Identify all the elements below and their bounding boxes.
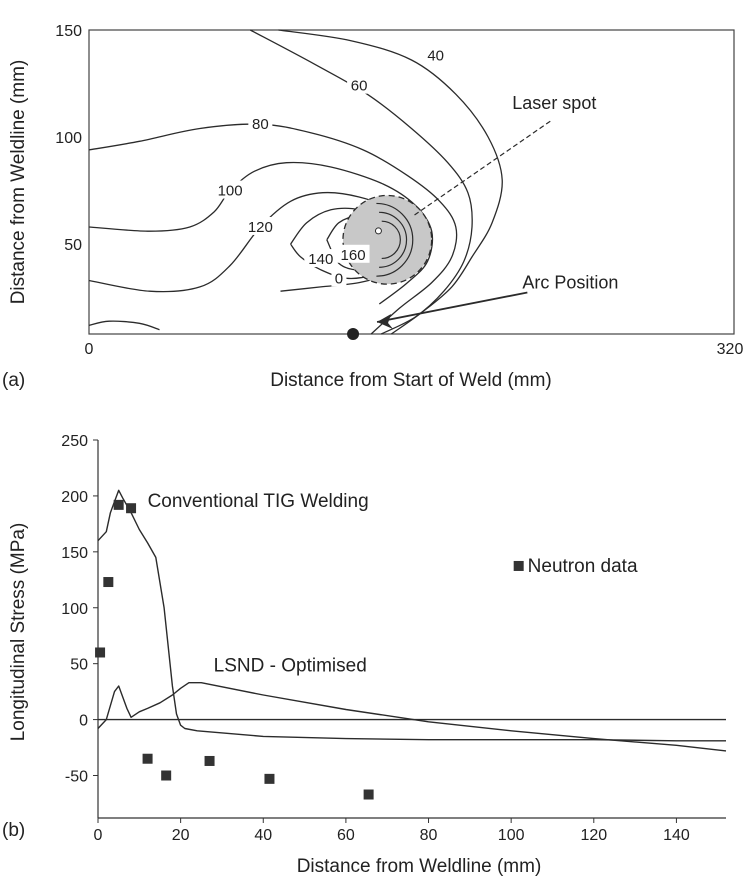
panel-a-x-tick-label: 320 xyxy=(717,341,744,358)
panel-b-x-tick-label: 40 xyxy=(254,827,272,844)
series-label: Neutron data xyxy=(528,556,638,577)
neutron-data-point xyxy=(264,773,275,784)
panel-a-annotations: Laser spot Arc Position xyxy=(347,93,618,340)
contour-label: 60 xyxy=(351,78,368,95)
panel-a-y-tick-label: 50 xyxy=(64,237,82,254)
panel-b-x-tick-label: 0 xyxy=(94,827,103,844)
series-label: LSND - Optimised xyxy=(214,655,367,676)
lsnd-optimised-line xyxy=(97,682,727,752)
panel-b-x-tick-label: 120 xyxy=(580,827,607,844)
arc-position-arrowhead xyxy=(377,314,394,329)
neutron-data-point xyxy=(142,753,153,764)
contour-80 xyxy=(88,123,458,335)
panel-b-x-tick-label: 20 xyxy=(172,827,190,844)
contour-label: 80 xyxy=(252,116,269,133)
panel-b-series-lines xyxy=(97,489,727,752)
neutron-data-point xyxy=(126,503,137,514)
panel-a-ticks: 150 100 50 0 320 xyxy=(55,23,743,358)
arc-position-marker xyxy=(347,328,360,340)
panel-b-y-tick-label: -50 xyxy=(65,769,88,786)
panel-a-x-axis-label: Distance from Start of Weld (mm) xyxy=(270,370,552,391)
arc-position-annotation: Arc Position xyxy=(522,272,618,292)
panel-b-series-labels: Conventional TIG Welding LSND - Optimised… xyxy=(148,491,638,676)
laser-spot-arc xyxy=(381,220,401,260)
contour-label-bg xyxy=(331,268,347,287)
panel-a-contours xyxy=(88,29,503,335)
contour-label: 100 xyxy=(218,183,243,200)
panel-a-label: (a) xyxy=(2,370,25,391)
contour-120 xyxy=(88,191,414,293)
panel-b-x-tick-label: 60 xyxy=(337,827,355,844)
contour-label-bg xyxy=(243,216,277,235)
panel-a-contour-labels: 40 60 80 100 120 140 160 0 xyxy=(213,45,448,287)
laser-spot xyxy=(342,194,433,285)
panel-b-y-axis-label: Longitudinal Stress (MPa) xyxy=(8,523,29,742)
panel-b-y-tick-label: 250 xyxy=(61,433,88,450)
panel-b-x-axis-label: Distance from Weldline (mm) xyxy=(297,856,542,877)
contour-40 xyxy=(278,29,503,335)
contour-baseline-loop xyxy=(88,320,160,331)
panel-b-neutron-points xyxy=(95,499,374,800)
contour-label-bg xyxy=(304,249,338,268)
panel-b-y-tick-label: 200 xyxy=(61,489,88,506)
laser-spot-arc xyxy=(379,211,408,268)
contour-label: 140 xyxy=(308,251,333,268)
panel-a-contour-plot: 40 60 80 100 120 140 160 0 150 100 50 0 320 Laser s… xyxy=(2,23,743,391)
contour-label-bg xyxy=(423,45,448,64)
neutron-data-point xyxy=(95,647,106,658)
neutron-data-point xyxy=(113,499,124,510)
neutron-data-point xyxy=(103,577,114,588)
contour-label-bg xyxy=(347,75,372,94)
panel-b-y-tick-label: 100 xyxy=(61,601,88,618)
contour-label-bg xyxy=(213,180,247,199)
neutron-data-point xyxy=(204,755,215,766)
panel-b-y-tick-label: 150 xyxy=(61,545,88,562)
laser-spot-annotation: Laser spot xyxy=(512,93,596,113)
panel-b-ticks: -50 0 50 100 150 200 250 0 20 40 60 80 100 120 140 xyxy=(61,433,690,844)
panel-b-y-tick-label: 50 xyxy=(70,657,88,674)
contour-label: 0 xyxy=(335,270,343,287)
panel-b-x-tick-label: 100 xyxy=(498,827,525,844)
panel-a-y-axis-label: Distance from Weldline (mm) xyxy=(8,60,29,305)
contour-label: 40 xyxy=(427,48,444,65)
contour-label: 120 xyxy=(248,219,273,236)
laser-spot-leader xyxy=(413,120,551,216)
neutron-data-point xyxy=(161,770,172,781)
neutron-data-point xyxy=(363,789,374,800)
panel-b-x-tick-label: 80 xyxy=(420,827,438,844)
panel-b-line-chart: -50 0 50 100 150 200 250 0 20 40 60 80 100 120 140 Con… xyxy=(2,433,727,877)
panel-a-y-tick-label: 100 xyxy=(55,130,82,147)
laser-spot-center xyxy=(374,227,382,235)
contour-label-bg xyxy=(248,114,273,133)
panel-a-y-tick-label: 150 xyxy=(55,23,82,40)
contour-label-bg xyxy=(336,244,370,263)
contour-60 xyxy=(249,29,473,335)
panel-b-label: (b) xyxy=(2,820,25,841)
contour-label: 160 xyxy=(341,247,366,264)
contour-100 xyxy=(88,161,434,305)
panel-b-y-tick-label: 0 xyxy=(79,713,88,730)
arc-position-arrow xyxy=(376,291,528,323)
neutron-legend-marker xyxy=(513,560,524,571)
laser-spot-arc xyxy=(376,202,414,277)
series-label: Conventional TIG Welding xyxy=(148,491,369,512)
laser-spot-circle xyxy=(342,194,433,285)
conventional-tig-line xyxy=(97,489,726,742)
panel-b-x-tick-label: 140 xyxy=(663,827,690,844)
panel-a-x-tick-label: 0 xyxy=(85,341,94,358)
panel-a-plot-frame xyxy=(88,29,735,335)
